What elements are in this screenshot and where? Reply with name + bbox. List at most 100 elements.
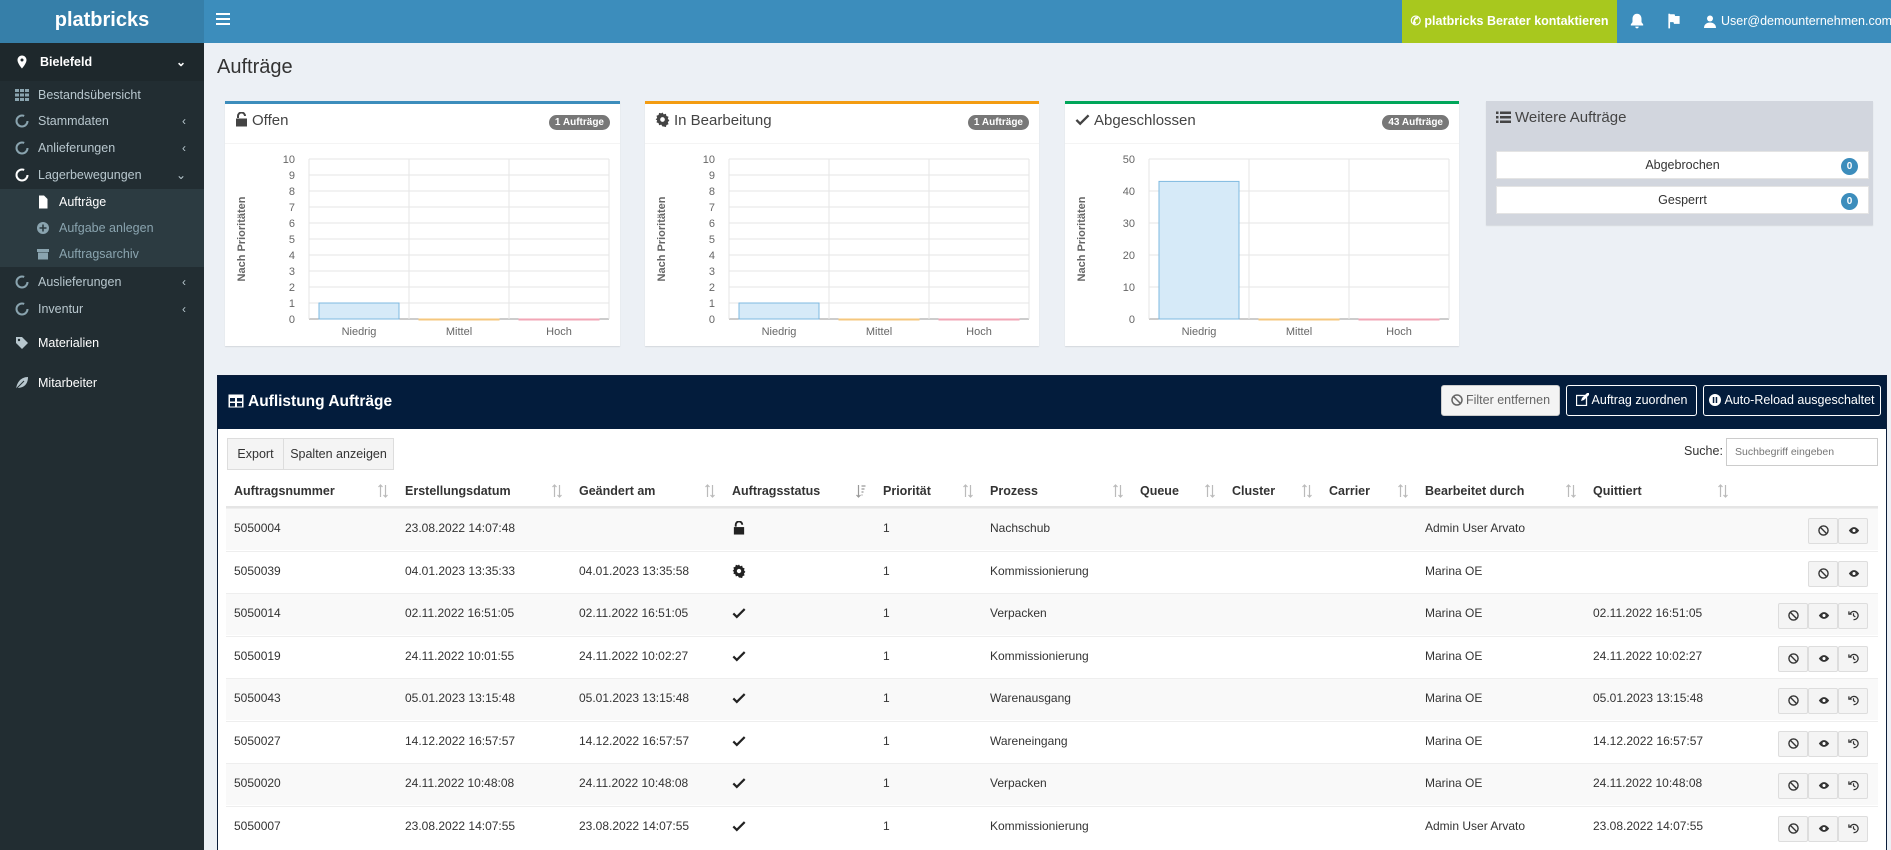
column-header-carrier[interactable]: Carrier bbox=[1329, 484, 1370, 498]
sort-icon[interactable] bbox=[1566, 484, 1576, 498]
cell-process: Verpacken bbox=[990, 606, 1047, 620]
view-button[interactable] bbox=[1808, 688, 1838, 714]
block-button[interactable] bbox=[1808, 560, 1838, 587]
sort-icon[interactable] bbox=[963, 484, 973, 498]
logo[interactable]: platbricks bbox=[0, 0, 204, 43]
bar-mittel bbox=[838, 318, 920, 321]
contact-advisor-button[interactable]: ✆ platbricks Berater kontaktieren bbox=[1402, 0, 1617, 43]
view-button[interactable] bbox=[1808, 815, 1838, 842]
table-row[interactable]: 5050043 05.01.2023 13:15:48 05.01.2023 13:… bbox=[226, 678, 1878, 720]
sidebar-item-stammdaten[interactable]: Stammdaten ‹ bbox=[0, 108, 204, 134]
sidebar-item-auftragsarchiv[interactable]: Auftragsarchiv bbox=[0, 241, 204, 267]
sort-icon[interactable] bbox=[705, 484, 715, 498]
table-row[interactable]: 5050020 24.11.2022 10:48:08 24.11.2022 10:… bbox=[226, 763, 1878, 805]
user-menu[interactable]: User@demounternehmen.com bbox=[1704, 0, 1891, 43]
circle-notch-icon bbox=[15, 302, 29, 316]
sidebar-item-inventur[interactable]: Inventur ‹ bbox=[0, 296, 204, 322]
sort-icon[interactable] bbox=[1113, 484, 1123, 498]
block-button[interactable] bbox=[1778, 645, 1808, 672]
sort-icon[interactable] bbox=[1718, 484, 1728, 498]
sidebar-item-label: Anlieferungen bbox=[38, 141, 116, 155]
y-tick-label: 10 bbox=[283, 154, 295, 166]
table-row[interactable]: 5050027 14.12.2022 16:57:57 14.12.2022 16:… bbox=[226, 720, 1878, 763]
sidebar-item-materialien[interactable]: Materialien bbox=[0, 330, 204, 356]
view-button[interactable] bbox=[1808, 603, 1838, 629]
flag-icon[interactable] bbox=[1665, 12, 1683, 30]
column-header-quittiert[interactable]: Quittiert bbox=[1593, 484, 1642, 498]
search-label: Suche: bbox=[1684, 444, 1723, 458]
table-row[interactable]: 5050014 02.11.2022 16:51:05 02.11.2022 16:… bbox=[226, 593, 1878, 635]
sort-icon[interactable] bbox=[1398, 484, 1408, 498]
sidebar-item-lagerbewegungen[interactable]: Lagerbewegungen ⌄ bbox=[0, 162, 204, 188]
locked-orders-item[interactable]: Gesperrt 0 bbox=[1496, 186, 1869, 214]
export-button[interactable]: Export bbox=[227, 438, 284, 470]
cell-priority: 1 bbox=[883, 818, 890, 833]
y-tick-label: 9 bbox=[289, 170, 295, 182]
bar-mittel bbox=[1258, 318, 1340, 321]
eye-icon bbox=[1818, 782, 1830, 789]
sort-icon[interactable] bbox=[1205, 484, 1215, 498]
show-columns-button[interactable]: Spalten anzeigen bbox=[283, 438, 394, 470]
item-label: Gesperrt bbox=[1658, 193, 1707, 207]
column-header-prioritaet[interactable]: Priorität bbox=[883, 484, 931, 498]
view-button[interactable] bbox=[1808, 645, 1838, 672]
column-header-auftragsnummer[interactable]: Auftragsnummer bbox=[234, 484, 335, 498]
sidebar-item-auslieferungen[interactable]: Auslieferungen ‹ bbox=[0, 269, 204, 295]
search-input[interactable] bbox=[1726, 438, 1878, 466]
sidebar-item-mitarbeiter[interactable]: Mitarbeiter bbox=[0, 370, 204, 396]
history-button[interactable] bbox=[1838, 773, 1868, 799]
grid-icon bbox=[15, 89, 29, 101]
history-button[interactable] bbox=[1838, 730, 1868, 757]
table-row[interactable]: 5050007 23.08.2022 14:07:55 23.08.2022 14:… bbox=[226, 805, 1878, 848]
view-button[interactable] bbox=[1808, 730, 1838, 757]
history-button[interactable] bbox=[1838, 815, 1868, 842]
sidebar-item-anlieferungen[interactable]: Anlieferungen ‹ bbox=[0, 135, 204, 161]
assign-order-button[interactable]: Auftrag zuordnen bbox=[1566, 385, 1697, 416]
block-button[interactable] bbox=[1778, 688, 1808, 714]
y-axis-label: Nach Prioritäten bbox=[1076, 196, 1088, 281]
block-button[interactable] bbox=[1778, 603, 1808, 629]
sort-icon[interactable] bbox=[1302, 484, 1312, 498]
history-icon bbox=[1848, 653, 1859, 663]
block-button[interactable] bbox=[1778, 773, 1808, 799]
sort-icon[interactable] bbox=[378, 484, 388, 498]
view-button[interactable] bbox=[1838, 518, 1868, 544]
ban-icon bbox=[1788, 737, 1799, 749]
count-badge: 1 Aufträge bbox=[967, 115, 1029, 130]
view-button[interactable] bbox=[1838, 560, 1868, 587]
cell-priority: 1 bbox=[883, 606, 890, 620]
sort-icon[interactable] bbox=[552, 484, 562, 498]
table-row[interactable]: 5050039 04.01.2023 13:35:33 04.01.2023 13:… bbox=[226, 550, 1878, 593]
sidebar-item-aufgabe-anlegen[interactable]: Aufgabe anlegen bbox=[0, 215, 204, 241]
cell-created-date: 04.01.2023 13:35:33 bbox=[405, 563, 516, 578]
history-button[interactable] bbox=[1838, 645, 1868, 672]
sidebar-item-bestandsuebersicht[interactable]: Bestandsübersicht bbox=[0, 82, 204, 108]
block-button[interactable] bbox=[1808, 518, 1838, 544]
column-header-cluster[interactable]: Cluster bbox=[1232, 484, 1276, 498]
column-header-geaendert-am[interactable]: Geändert am bbox=[579, 484, 656, 498]
hamburger-menu-icon[interactable] bbox=[216, 13, 230, 27]
bell-icon[interactable] bbox=[1628, 12, 1646, 30]
y-tick-label: 30 bbox=[1123, 218, 1135, 230]
block-button[interactable] bbox=[1778, 730, 1808, 757]
history-button[interactable] bbox=[1838, 603, 1868, 629]
auto-reload-toggle-button[interactable]: Auto-Reload ausgeschaltet bbox=[1703, 385, 1881, 416]
bar-hoch bbox=[1358, 318, 1440, 321]
cancelled-orders-item[interactable]: Abgebrochen 0 bbox=[1496, 151, 1869, 179]
column-header-queue[interactable]: Queue bbox=[1140, 484, 1179, 498]
sidebar-item-auftraege[interactable]: Aufträge bbox=[0, 189, 204, 215]
remove-filter-button[interactable]: Filter entfernen bbox=[1441, 385, 1560, 416]
sort-ascending-icon[interactable] bbox=[856, 484, 866, 498]
location-selector[interactable]: Bielefeld ⌄ bbox=[0, 43, 204, 81]
table-row[interactable]: 5050019 24.11.2022 10:01:55 24.11.2022 10:… bbox=[226, 635, 1878, 678]
block-button[interactable] bbox=[1778, 815, 1808, 842]
view-button[interactable] bbox=[1808, 773, 1838, 799]
column-header-prozess[interactable]: Prozess bbox=[990, 484, 1038, 498]
location-label: Bielefeld bbox=[40, 55, 93, 69]
table-row[interactable]: 5050004 23.08.2022 14:07:48 1 Nachschub Admi… bbox=[226, 508, 1878, 550]
column-header-auftragsstatus[interactable]: Auftragsstatus bbox=[732, 484, 821, 498]
column-header-bearbeitet-durch[interactable]: Bearbeitet durch bbox=[1425, 484, 1525, 498]
sidebar-item-label: Inventur bbox=[38, 302, 84, 316]
column-header-erstellungsdatum[interactable]: Erstellungsdatum bbox=[405, 484, 511, 498]
history-button[interactable] bbox=[1838, 688, 1868, 714]
